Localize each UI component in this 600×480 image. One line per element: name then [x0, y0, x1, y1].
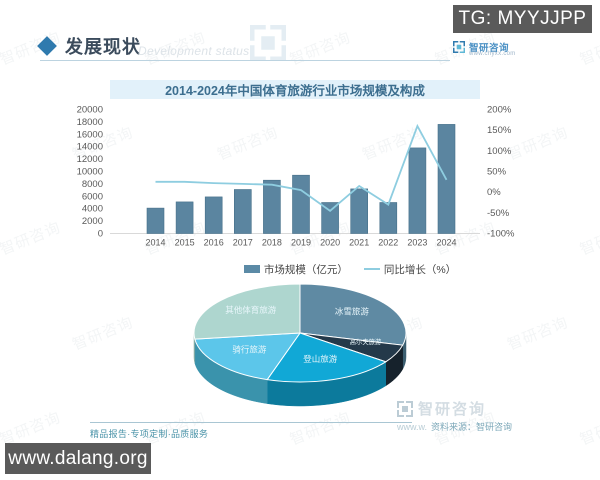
svg-text:18000: 18000 — [77, 117, 103, 128]
svg-text:50%: 50% — [487, 167, 507, 178]
svg-text:-100%: -100% — [487, 229, 515, 240]
svg-text:2016: 2016 — [204, 238, 224, 248]
svg-text:2017: 2017 — [233, 238, 253, 248]
svg-text:0: 0 — [98, 229, 103, 240]
svg-text:2015: 2015 — [175, 238, 195, 248]
svg-text:2020: 2020 — [320, 238, 340, 248]
svg-text:智研咨询: 智研咨询 — [287, 28, 353, 69]
svg-text:2000: 2000 — [82, 216, 103, 227]
svg-text:4000: 4000 — [82, 204, 103, 215]
svg-text:其他体育旅游: 其他体育旅游 — [225, 305, 277, 315]
svg-text:150%: 150% — [487, 125, 512, 136]
svg-text:高尔夫旅游: 高尔夫旅游 — [350, 337, 382, 346]
svg-text:冰雪旅游: 冰雪旅游 — [335, 306, 370, 316]
svg-text:2018: 2018 — [262, 238, 282, 248]
svg-text:智研咨询: 智研咨询 — [505, 313, 571, 354]
svg-text:20000: 20000 — [77, 105, 103, 116]
svg-text:2021: 2021 — [349, 238, 369, 248]
svg-text:2023: 2023 — [407, 238, 427, 248]
svg-text:智研咨询: 智研咨询 — [577, 408, 600, 449]
svg-text:0%: 0% — [487, 187, 501, 198]
svg-text:6000: 6000 — [82, 191, 103, 202]
svg-text:骑行旅游: 骑行旅游 — [232, 344, 267, 354]
svg-text:智研咨询: 智研咨询 — [577, 28, 600, 69]
svg-text:200%: 200% — [487, 105, 512, 116]
svg-text:2014: 2014 — [145, 238, 165, 248]
svg-text:智研咨询: 智研咨询 — [360, 313, 426, 354]
svg-text:12000: 12000 — [77, 154, 103, 165]
svg-text:2022: 2022 — [378, 238, 398, 248]
svg-text:10000: 10000 — [77, 167, 103, 178]
svg-text:8000: 8000 — [82, 179, 103, 190]
svg-text:智研咨询: 智研咨询 — [215, 313, 281, 354]
svg-text:-50%: -50% — [487, 208, 510, 219]
svg-text:智研咨询: 智研咨询 — [287, 408, 353, 449]
svg-text:14000: 14000 — [77, 142, 103, 153]
svg-text:登山旅游: 登山旅游 — [303, 354, 338, 364]
svg-text:100%: 100% — [487, 146, 512, 157]
svg-text:2024: 2024 — [436, 238, 456, 248]
svg-text:16000: 16000 — [77, 129, 103, 140]
svg-text:智研咨询: 智研咨询 — [70, 313, 136, 354]
svg-text:2019: 2019 — [291, 238, 311, 248]
